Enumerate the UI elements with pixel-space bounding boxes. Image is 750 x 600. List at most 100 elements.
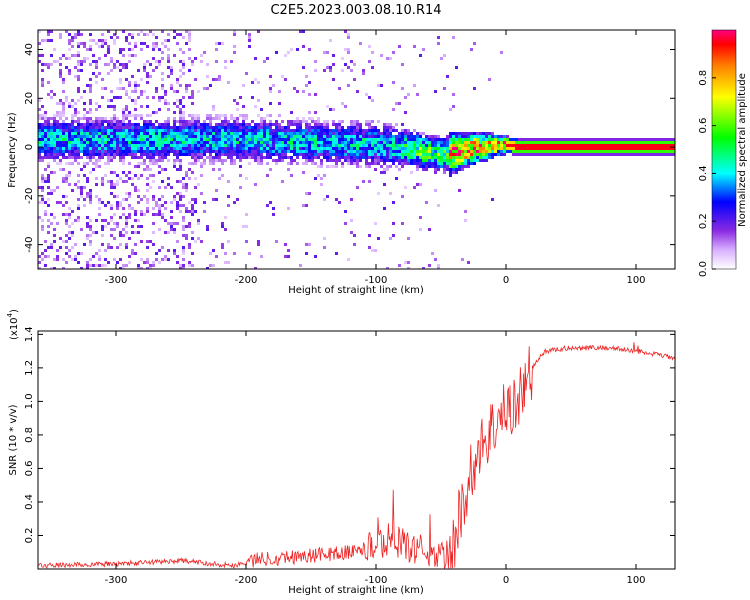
spectrogram-cell <box>575 150 578 153</box>
spectrogram-cell <box>68 147 71 150</box>
spectrogram-cell <box>671 144 674 147</box>
spectrogram-cell <box>365 153 368 156</box>
spectrogram-cell <box>635 153 638 156</box>
spectrogram-cell <box>455 153 458 156</box>
spectrogram-cell <box>305 153 308 156</box>
spectrogram-cell <box>80 69 83 72</box>
spectrogram-cell <box>191 213 194 216</box>
spectrogram-cell <box>356 126 359 129</box>
spectrogram-cell <box>215 48 218 51</box>
spectrogram-cell <box>266 132 269 135</box>
spectrogram-cell <box>251 132 254 135</box>
spectrogram-cell <box>434 135 437 138</box>
spectrogram-cell <box>278 159 281 162</box>
spectrogram-cell <box>281 156 284 159</box>
spectrogram-cell <box>368 126 371 129</box>
spectrogram-cell <box>569 153 572 156</box>
spectrogram-cell <box>125 126 128 129</box>
spectrogram-cell <box>194 120 197 123</box>
spectrogram-cell <box>299 144 302 147</box>
spectrogram-cell <box>134 219 137 222</box>
spectrogram-cell <box>344 63 347 66</box>
spectrogram-cell <box>209 144 212 147</box>
spectrogram-cell <box>203 132 206 135</box>
spectrogram-cell <box>308 153 311 156</box>
spectrogram-cell <box>242 153 245 156</box>
spectrogram-cell <box>128 144 131 147</box>
spectrogram-cell <box>125 174 128 177</box>
spectrogram-cell <box>473 132 476 135</box>
spectrogram-cell <box>119 216 122 219</box>
spectrogram-cell <box>218 159 221 162</box>
spectrogram-cell <box>71 141 74 144</box>
spectrogram-cell <box>122 156 125 159</box>
spectrogram-cell <box>140 174 143 177</box>
spectrogram-cell <box>614 138 617 141</box>
spectrogram-cell <box>323 126 326 129</box>
spectrogram-cell <box>95 252 98 255</box>
spectrogram-cell <box>392 141 395 144</box>
spectrogram-cell <box>89 33 92 36</box>
spectrogram-cell <box>146 135 149 138</box>
spectrogram-cell <box>158 123 161 126</box>
spectrogram-cell <box>92 141 95 144</box>
spectrogram-cell <box>245 213 248 216</box>
spectrogram-cell <box>293 123 296 126</box>
spectrogram-cell <box>158 210 161 213</box>
spectrogram-cell <box>398 168 401 171</box>
spectrogram-cell <box>128 120 131 123</box>
spectrogram-cell <box>608 153 611 156</box>
spectrogram-cell <box>68 255 71 258</box>
spectrogram-cell <box>191 150 194 153</box>
spectrogram-cell <box>632 150 635 153</box>
spectrogram-cell <box>458 132 461 135</box>
spectrogram-cell <box>425 201 428 204</box>
spectrogram-cell <box>353 159 356 162</box>
spectrogram-cell <box>245 114 248 117</box>
spectrogram-cell <box>245 177 248 180</box>
spectrogram-cell <box>383 126 386 129</box>
spectrogram-cell <box>431 150 434 153</box>
spectrogram-cell <box>473 87 476 90</box>
spectrogram-cell <box>611 150 614 153</box>
spectrogram-cell <box>353 150 356 153</box>
spectrogram-cell <box>134 108 137 111</box>
spectrogram-cell <box>209 120 212 123</box>
spectrogram-cell <box>434 159 437 162</box>
spectrogram-cell <box>179 264 182 267</box>
spectrogram-cell <box>59 75 62 78</box>
spectrogram-cell <box>98 126 101 129</box>
spectrogram-cell <box>221 120 224 123</box>
spectrogram-cell <box>152 213 155 216</box>
spectrogram-cell <box>104 63 107 66</box>
spectrogram-cell <box>86 150 89 153</box>
spectrogram-cell <box>56 147 59 150</box>
spectrogram-cell <box>50 144 53 147</box>
spectrogram-cell <box>71 150 74 153</box>
spectrogram-cell <box>110 183 113 186</box>
spectrogram-cell <box>197 156 200 159</box>
spectrogram-cell <box>119 138 122 141</box>
snr-x-tick-label: 100 <box>626 575 645 586</box>
spectrogram-cell <box>605 150 608 153</box>
spectrogram-cell <box>38 201 41 204</box>
spectrogram-cell <box>182 132 185 135</box>
spectrogram-cell <box>569 144 572 147</box>
spectrogram-cell <box>122 171 125 174</box>
spectrogram-cell <box>311 135 314 138</box>
spectrogram-cell <box>260 141 263 144</box>
spectrogram-cell <box>227 81 230 84</box>
spectrogram-cell <box>116 123 119 126</box>
spectrogram-cell <box>50 123 53 126</box>
spectrogram-cell <box>59 153 62 156</box>
spectrogram-cell <box>530 144 533 147</box>
spectrogram-cell <box>191 141 194 144</box>
spectrogram-cell <box>665 144 668 147</box>
spectrogram-cell <box>128 123 131 126</box>
spectrogram-cell <box>143 213 146 216</box>
spectrogram-cell <box>239 132 242 135</box>
spectrogram-cell <box>383 135 386 138</box>
spectrogram-cell <box>173 129 176 132</box>
spectrogram-cell <box>212 147 215 150</box>
spectrogram-cell <box>110 69 113 72</box>
